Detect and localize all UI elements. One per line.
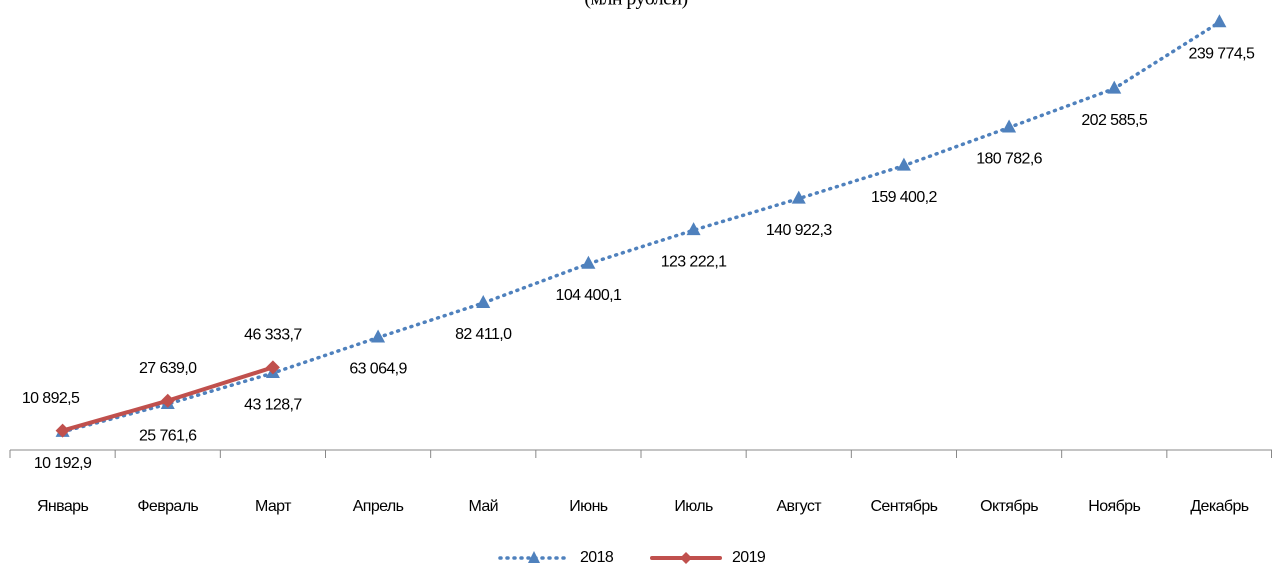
data-point [55, 423, 70, 438]
data-point [476, 294, 491, 308]
x-tick-label: Октябрь [980, 498, 1038, 515]
data-label: 123 222,1 [661, 253, 727, 270]
x-tick-label: Май [468, 498, 498, 515]
legend-label: 2018 [580, 549, 614, 566]
data-point [896, 157, 911, 171]
data-point [581, 255, 596, 269]
data-label: 180 782,6 [976, 151, 1042, 168]
data-point [371, 329, 386, 343]
data-label: 140 922,3 [766, 222, 832, 239]
x-tick-label: Январь [37, 498, 89, 515]
x-tick-label: Июль [674, 498, 713, 515]
data-label: 202 585,5 [1081, 112, 1147, 129]
x-tick-label: Апрель [353, 498, 404, 515]
data-point [160, 393, 175, 408]
data-label: 104 400,1 [556, 287, 622, 304]
data-label: 82 411,0 [455, 326, 512, 343]
data-point [686, 222, 701, 236]
x-tick-label: Декабрь [1190, 498, 1248, 515]
data-label: 10 892,5 [22, 390, 80, 407]
data-label: 239 774,5 [1189, 45, 1255, 62]
data-point [1107, 80, 1122, 94]
data-label: 43 128,7 [244, 396, 302, 413]
data-label: 10 192,9 [34, 455, 92, 472]
x-tick-label: Март [255, 498, 292, 515]
data-point [791, 190, 806, 204]
x-tick-label: Июнь [569, 498, 608, 515]
series-line [60, 20, 1222, 434]
legend-label: 2019 [732, 549, 766, 566]
chart-title: (млн рублей) [584, 0, 687, 10]
data-point [1212, 14, 1227, 28]
data-label: 27 639,0 [139, 360, 197, 377]
data-label: 63 064,9 [349, 361, 407, 378]
data-point [265, 360, 280, 375]
data-label: 159 400,2 [871, 189, 937, 206]
x-tick-label: Август [776, 498, 822, 515]
x-tick-label: Февраль [137, 498, 198, 515]
data-label: 46 333,7 [244, 327, 302, 344]
legend-marker [528, 551, 540, 563]
data-label: 25 761,6 [139, 427, 197, 444]
x-tick-label: Ноябрь [1088, 498, 1140, 515]
data-point [1002, 119, 1017, 133]
legend-marker [680, 552, 692, 564]
x-tick-label: Сентябрь [870, 498, 937, 515]
